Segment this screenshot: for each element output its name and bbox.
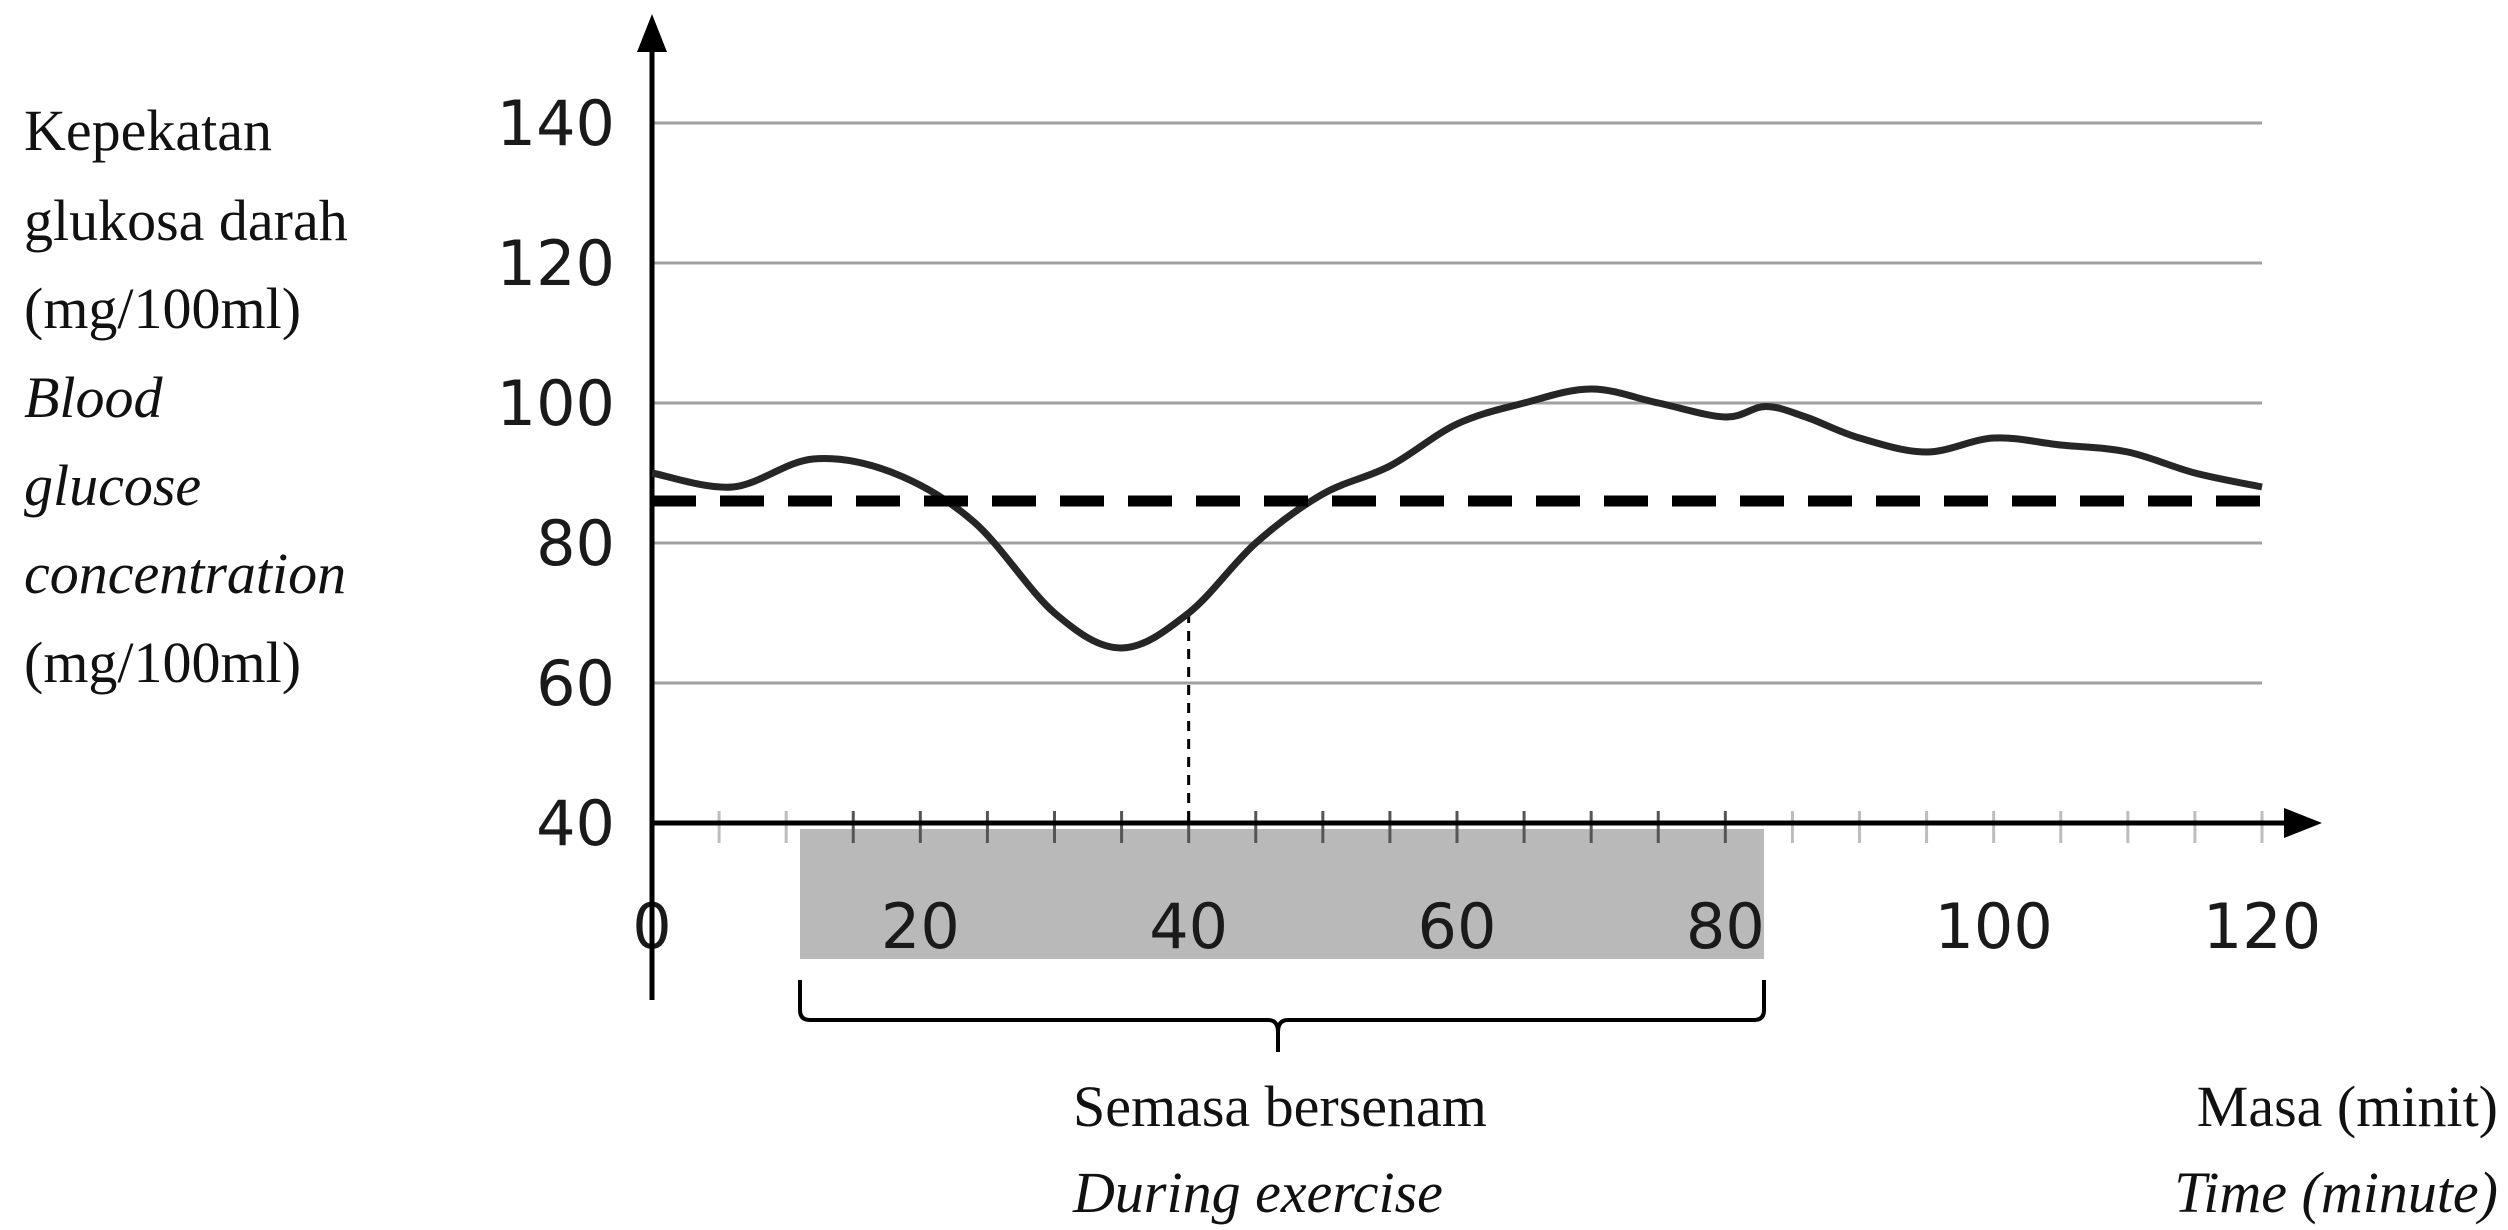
y-label-line: concentration (24, 541, 346, 606)
x-tick-label: 120 (2203, 890, 2321, 963)
y-axis-label: Kepekatan glukosa darah (mg/100ml) Blood… (24, 98, 348, 695)
exercise-period-band (800, 829, 1764, 959)
y-label-line: (mg/100ml) (24, 630, 301, 695)
exercise-brace (798, 980, 1766, 1052)
series-layer (651, 385, 2272, 823)
x-axis-label: Masa (minit) Time (minute) (2174, 1074, 2498, 1225)
x-axis-arrow-icon (2284, 808, 2322, 838)
y-label-line: glucose (24, 453, 201, 518)
x-label-line: Time (minute) (2174, 1160, 2498, 1225)
annotation-line: During exercise (1072, 1160, 1443, 1225)
x-tick-label: 100 (1934, 890, 2052, 963)
x-tick-label: 80 (1686, 890, 1765, 963)
x-tick-label: 20 (881, 890, 960, 963)
y-tick-label: 140 (497, 87, 615, 160)
y-tick-label: 80 (536, 507, 615, 580)
y-tick-label: 100 (497, 367, 615, 440)
x-tick-label: 40 (1149, 890, 1228, 963)
x-label-line: Masa (minit) (2197, 1074, 2498, 1139)
y-tick-label: 60 (536, 647, 615, 720)
annotation-line: Semasa bersenam (1073, 1074, 1487, 1139)
y-tick-label: 40 (536, 787, 615, 860)
x-tick-marks (650, 811, 2264, 843)
x-tick-label: 60 (1418, 890, 1497, 963)
glucose-curve (651, 385, 2263, 652)
gridlines (652, 121, 2262, 685)
exercise-annotation: Semasa bersenam During exercise (1072, 1074, 1487, 1225)
y-tick-labels: 40 60 80 100 120 140 (497, 87, 615, 860)
y-label-line: Kepekatan (24, 98, 272, 163)
y-label-line: glukosa darah (24, 188, 348, 253)
y-axis-arrow-icon (637, 14, 667, 52)
y-label-line: Blood (24, 365, 164, 430)
y-label-line: (mg/100ml) (24, 276, 301, 341)
y-tick-label: 120 (497, 227, 615, 300)
